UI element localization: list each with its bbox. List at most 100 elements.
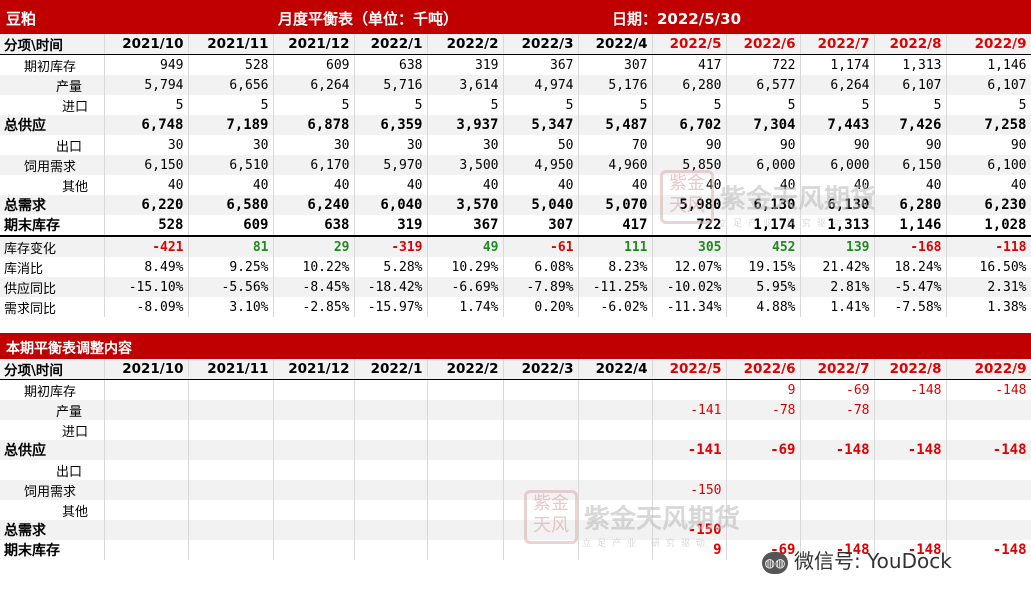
table-cell [578, 440, 653, 460]
table-cell: 29 [273, 236, 355, 257]
wechat-icon: ◍◍ [762, 551, 788, 574]
table-cell: 40 [104, 175, 189, 195]
table-cell [726, 520, 801, 540]
table-cell: 5 [874, 95, 947, 115]
table-cell [273, 520, 355, 540]
table-cell [427, 500, 504, 520]
table-cell [273, 440, 355, 460]
row-label: 期末库存 [0, 215, 105, 237]
table-cell: 6,580 [188, 195, 274, 215]
row-label: 出口 [0, 460, 105, 480]
table-cell [726, 500, 801, 520]
adjustment-row: 饲用需求 -150 [0, 480, 1031, 500]
table-cell: 12.07% [652, 257, 727, 277]
table-cell: 90 [726, 135, 801, 155]
table-cell: 21.42% [800, 257, 875, 277]
column-header-2021-10: 2021/10 [104, 359, 189, 380]
table-cell [874, 400, 947, 420]
table-cell: 609 [188, 215, 274, 237]
table-cell: -10.02% [652, 277, 727, 297]
table-cell: 609 [273, 54, 355, 75]
table-cell: -61 [503, 236, 579, 257]
table-cell: 5,347 [503, 115, 579, 135]
table-cell: -148 [800, 540, 875, 560]
adjustment-row: 进口 [0, 420, 1031, 440]
balance-row: 其他 40 40 40 40 40 40 40 40 40 40 40 40 [0, 175, 1031, 195]
table-cell: 6,240 [273, 195, 355, 215]
row-label: 库消比 [0, 257, 105, 277]
table-cell: 111 [578, 236, 653, 257]
row-label: 期初库存 [0, 379, 105, 400]
table-cell: 30 [188, 135, 274, 155]
row-label: 进口 [0, 420, 105, 440]
table-cell [354, 379, 428, 400]
row-label: 饲用需求 [0, 480, 105, 500]
commodity-name: 豆粕 [6, 10, 37, 28]
table-cell [946, 400, 1031, 420]
balance-row: 期初库存 949 528 609 638 319 367 307 417 722 1,174 1,31… [0, 54, 1031, 75]
table-cell: -8.09% [104, 297, 189, 317]
table-cell: 5.95% [726, 277, 801, 297]
table-cell: 9.25% [188, 257, 274, 277]
balance-row: 库存变化 -421 81 29 -319 49 -61 111 305 452 139 -168 -11… [0, 236, 1031, 257]
table-cell: 40 [874, 175, 947, 195]
row-label: 需求同比 [0, 297, 105, 317]
adjustment-header-row: 分项\时间 2021/10 2021/11 2021/12 2022/1 2022/2 20… [0, 359, 1031, 380]
table-cell: 4,960 [578, 155, 653, 175]
table-cell [874, 480, 947, 500]
table-cell: 9 [726, 379, 801, 400]
table-cell [578, 379, 653, 400]
table-cell: 6,577 [726, 75, 801, 95]
table-cell: 90 [652, 135, 727, 155]
table-cell: -319 [354, 236, 428, 257]
table-cell: 30 [354, 135, 428, 155]
table-cell: 7,304 [726, 115, 801, 135]
adjustment-row: 产量 -141 -78 -78 [0, 400, 1031, 420]
balance-row: 产量 5,794 6,656 6,264 5,716 3,614 4,974 5,176 6,2… [0, 75, 1031, 95]
column-header-2021-11: 2021/11 [188, 34, 274, 55]
table-cell [427, 440, 504, 460]
column-header-2022-2: 2022/2 [427, 359, 504, 380]
table-cell: 7,189 [188, 115, 274, 135]
table-cell: 6,878 [273, 115, 355, 135]
table-cell: 1,146 [874, 215, 947, 237]
table-cell [946, 420, 1031, 440]
table-cell: -2.85% [273, 297, 355, 317]
adjustment-row: 总供应 -141 -69 -148 -148 -148 [0, 440, 1031, 460]
row-label: 供应同比 [0, 277, 105, 297]
table-cell: -118 [946, 236, 1031, 257]
table-cell: 367 [427, 215, 504, 237]
table-cell: 40 [188, 175, 274, 195]
table-cell: 5,176 [578, 75, 653, 95]
table-cell [503, 500, 579, 520]
column-header-2022-3: 2022/3 [503, 34, 579, 55]
table-cell: -148 [874, 379, 947, 400]
table-cell: 417 [578, 215, 653, 237]
table-cell: 40 [652, 175, 727, 195]
table-cell: -168 [874, 236, 947, 257]
table-cell [578, 460, 653, 480]
table-cell: -6.69% [427, 277, 504, 297]
row-label: 库存变化 [0, 236, 105, 257]
column-header-2022-9: 2022/9 [946, 34, 1031, 55]
balance-row: 库消比 8.49% 9.25% 10.22% 5.28% 10.29% 6.08% 8.23%… [0, 257, 1031, 277]
table-cell [946, 500, 1031, 520]
table-cell [427, 420, 504, 440]
table-cell [652, 460, 727, 480]
table-cell [188, 460, 274, 480]
table-cell: -148 [874, 440, 947, 460]
table-cell [188, 440, 274, 460]
table-cell: 319 [427, 54, 504, 75]
table-cell [652, 500, 727, 520]
table-cell: 452 [726, 236, 801, 257]
table-cell: 638 [273, 215, 355, 237]
table-cell [273, 379, 355, 400]
table-cell: 5,040 [503, 195, 579, 215]
table-cell: 1,174 [800, 54, 875, 75]
table-cell [503, 480, 579, 500]
table-cell: 367 [503, 54, 579, 75]
table-cell: 1.41% [800, 297, 875, 317]
table-cell: 5 [188, 95, 274, 115]
table-cell: 2.81% [800, 277, 875, 297]
table-cell: 1,313 [800, 215, 875, 237]
